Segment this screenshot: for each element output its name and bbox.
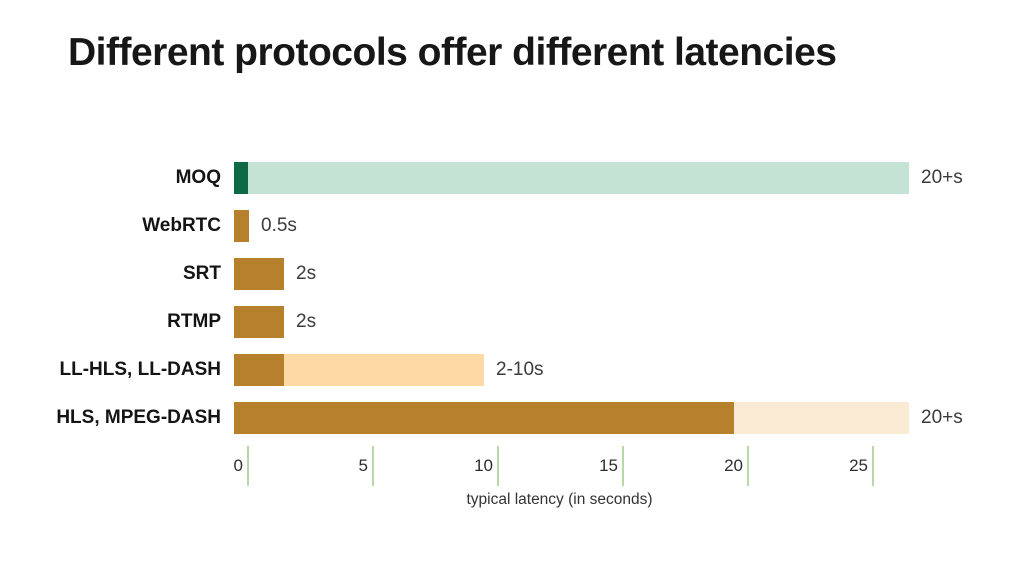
value-label: 2-10s [496, 359, 544, 380]
chart-row: MOQ 20+s [0, 162, 1024, 194]
bar-segment [234, 402, 734, 434]
x-axis-tick: 10 [474, 446, 499, 486]
chart-row: SRT 2s [0, 258, 1024, 290]
chart-rows: MOQ 20+s WebRTC 0.5s SRT 2s RTMP 2s LL-HLS, LL-D… [0, 162, 1024, 450]
bar-segment [234, 258, 284, 290]
chart-row: WebRTC 0.5s [0, 210, 1024, 242]
category-label: HLS, MPEG-DASH [56, 407, 221, 428]
x-axis-tick-label: 0 [233, 456, 243, 475]
x-axis-tick: 15 [599, 446, 624, 486]
chart-title: Different protocols offer different late… [68, 31, 837, 74]
bar-track: 2s [234, 306, 909, 338]
x-axis-tick-label: 10 [474, 456, 493, 475]
x-axis-tick: 5 [359, 446, 374, 486]
chart-row: RTMP 2s [0, 306, 1024, 338]
value-label: 2s [296, 311, 317, 332]
bar-track: 20+s [234, 162, 963, 194]
x-axis-tick-label: 20 [724, 456, 743, 475]
x-axis: 0 5 10 15 20 25 [234, 446, 922, 486]
value-label: 20+s [921, 167, 963, 188]
bar-segment [734, 402, 909, 434]
value-label: 20+s [921, 407, 963, 428]
category-label: LL-HLS, LL-DASH [59, 359, 221, 380]
bar-segment [234, 162, 248, 194]
value-label: 0.5s [261, 215, 297, 236]
x-axis-tick-label: 15 [599, 456, 618, 475]
value-label: 2s [296, 263, 317, 284]
category-label: WebRTC [142, 215, 221, 236]
bar-track: 0.5s [234, 210, 909, 242]
chart-row: LL-HLS, LL-DASH 2-10s [0, 354, 1024, 386]
x-axis-label: typical latency (in seconds) [466, 491, 653, 508]
bar-track: 20+s [234, 402, 963, 434]
category-label: SRT [183, 263, 221, 284]
category-label: MOQ [175, 167, 221, 188]
x-axis-tick: 25 [849, 446, 874, 486]
bar-track: 2s [234, 258, 909, 290]
bar-track: 2-10s [234, 354, 909, 386]
x-axis-tick-label: 25 [849, 456, 868, 475]
category-label: RTMP [167, 311, 221, 332]
bar-segment [234, 210, 249, 242]
x-axis-tick-label: 5 [358, 456, 368, 475]
x-axis-tick: 20 [724, 446, 749, 486]
bar-segment [234, 354, 284, 386]
x-axis-tick: 0 [234, 446, 249, 486]
bar-segment [234, 306, 284, 338]
chart-row: HLS, MPEG-DASH 20+s [0, 402, 1024, 434]
bar-segment [284, 354, 484, 386]
bar-segment [247, 162, 909, 194]
